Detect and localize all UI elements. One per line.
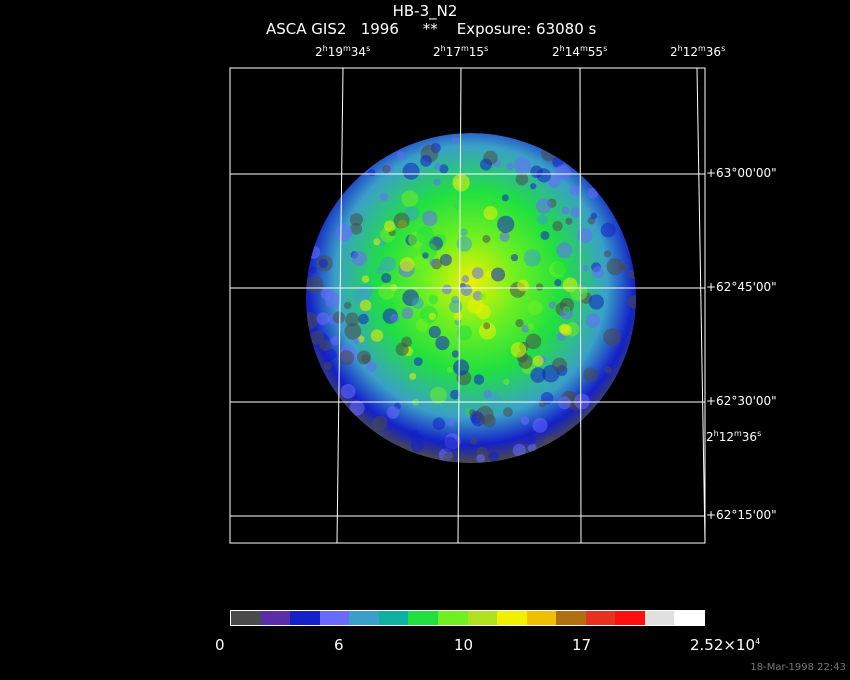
colorbar-swatch (674, 611, 704, 625)
colorbar-swatch (615, 611, 645, 625)
dec-label: +63°00'00" (706, 166, 777, 180)
colorbar-swatch (378, 611, 409, 625)
coordinate-grid (230, 67, 706, 544)
colorbar-swatch (644, 611, 675, 625)
colorbar-swatch (526, 611, 557, 625)
colorbar-swatch (319, 611, 350, 625)
x-ray-image (306, 133, 636, 463)
timestamp: 18-Mar-1998 22:43 (750, 662, 846, 673)
dec-label: +62°15'00" (706, 508, 777, 522)
dec-label: +62°30'00" (706, 394, 777, 408)
colorbar-swatch (231, 611, 261, 625)
colorbar-label: 10 (454, 636, 474, 654)
ra-label: 2h12m36s (670, 44, 726, 59)
colorbar-swatch (556, 611, 586, 625)
colorbar-swatch (467, 611, 498, 625)
colorbar-label: 0 (215, 636, 225, 654)
image-info: ASCA GIS2 1996 ** Exposure: 63080 s (266, 20, 597, 38)
colorbar-swatch (408, 611, 438, 625)
colorbar-label: 6 (334, 636, 344, 654)
colorbar-swatch (585, 611, 616, 625)
ra-label: 2h19m34s (315, 44, 371, 59)
colorbar-swatch (497, 611, 527, 625)
plot-frame (229, 67, 706, 544)
ra-side-label: 2h12m36s (706, 429, 762, 444)
ra-label: 2h14m55s (552, 44, 608, 59)
colorbar-swatch (437, 611, 468, 625)
colorbar-label-max: 2.52×104 (690, 636, 761, 654)
colorbar-swatch (290, 611, 320, 625)
dec-label: +62°45'00" (706, 280, 777, 294)
colorbar-swatch (260, 611, 291, 625)
colorbar-swatch (349, 611, 379, 625)
image-title: HB-3_N2 (392, 2, 458, 20)
ra-label: 2h17m15s (433, 44, 489, 59)
colorbar (230, 610, 705, 626)
colorbar-label: 17 (572, 636, 592, 654)
